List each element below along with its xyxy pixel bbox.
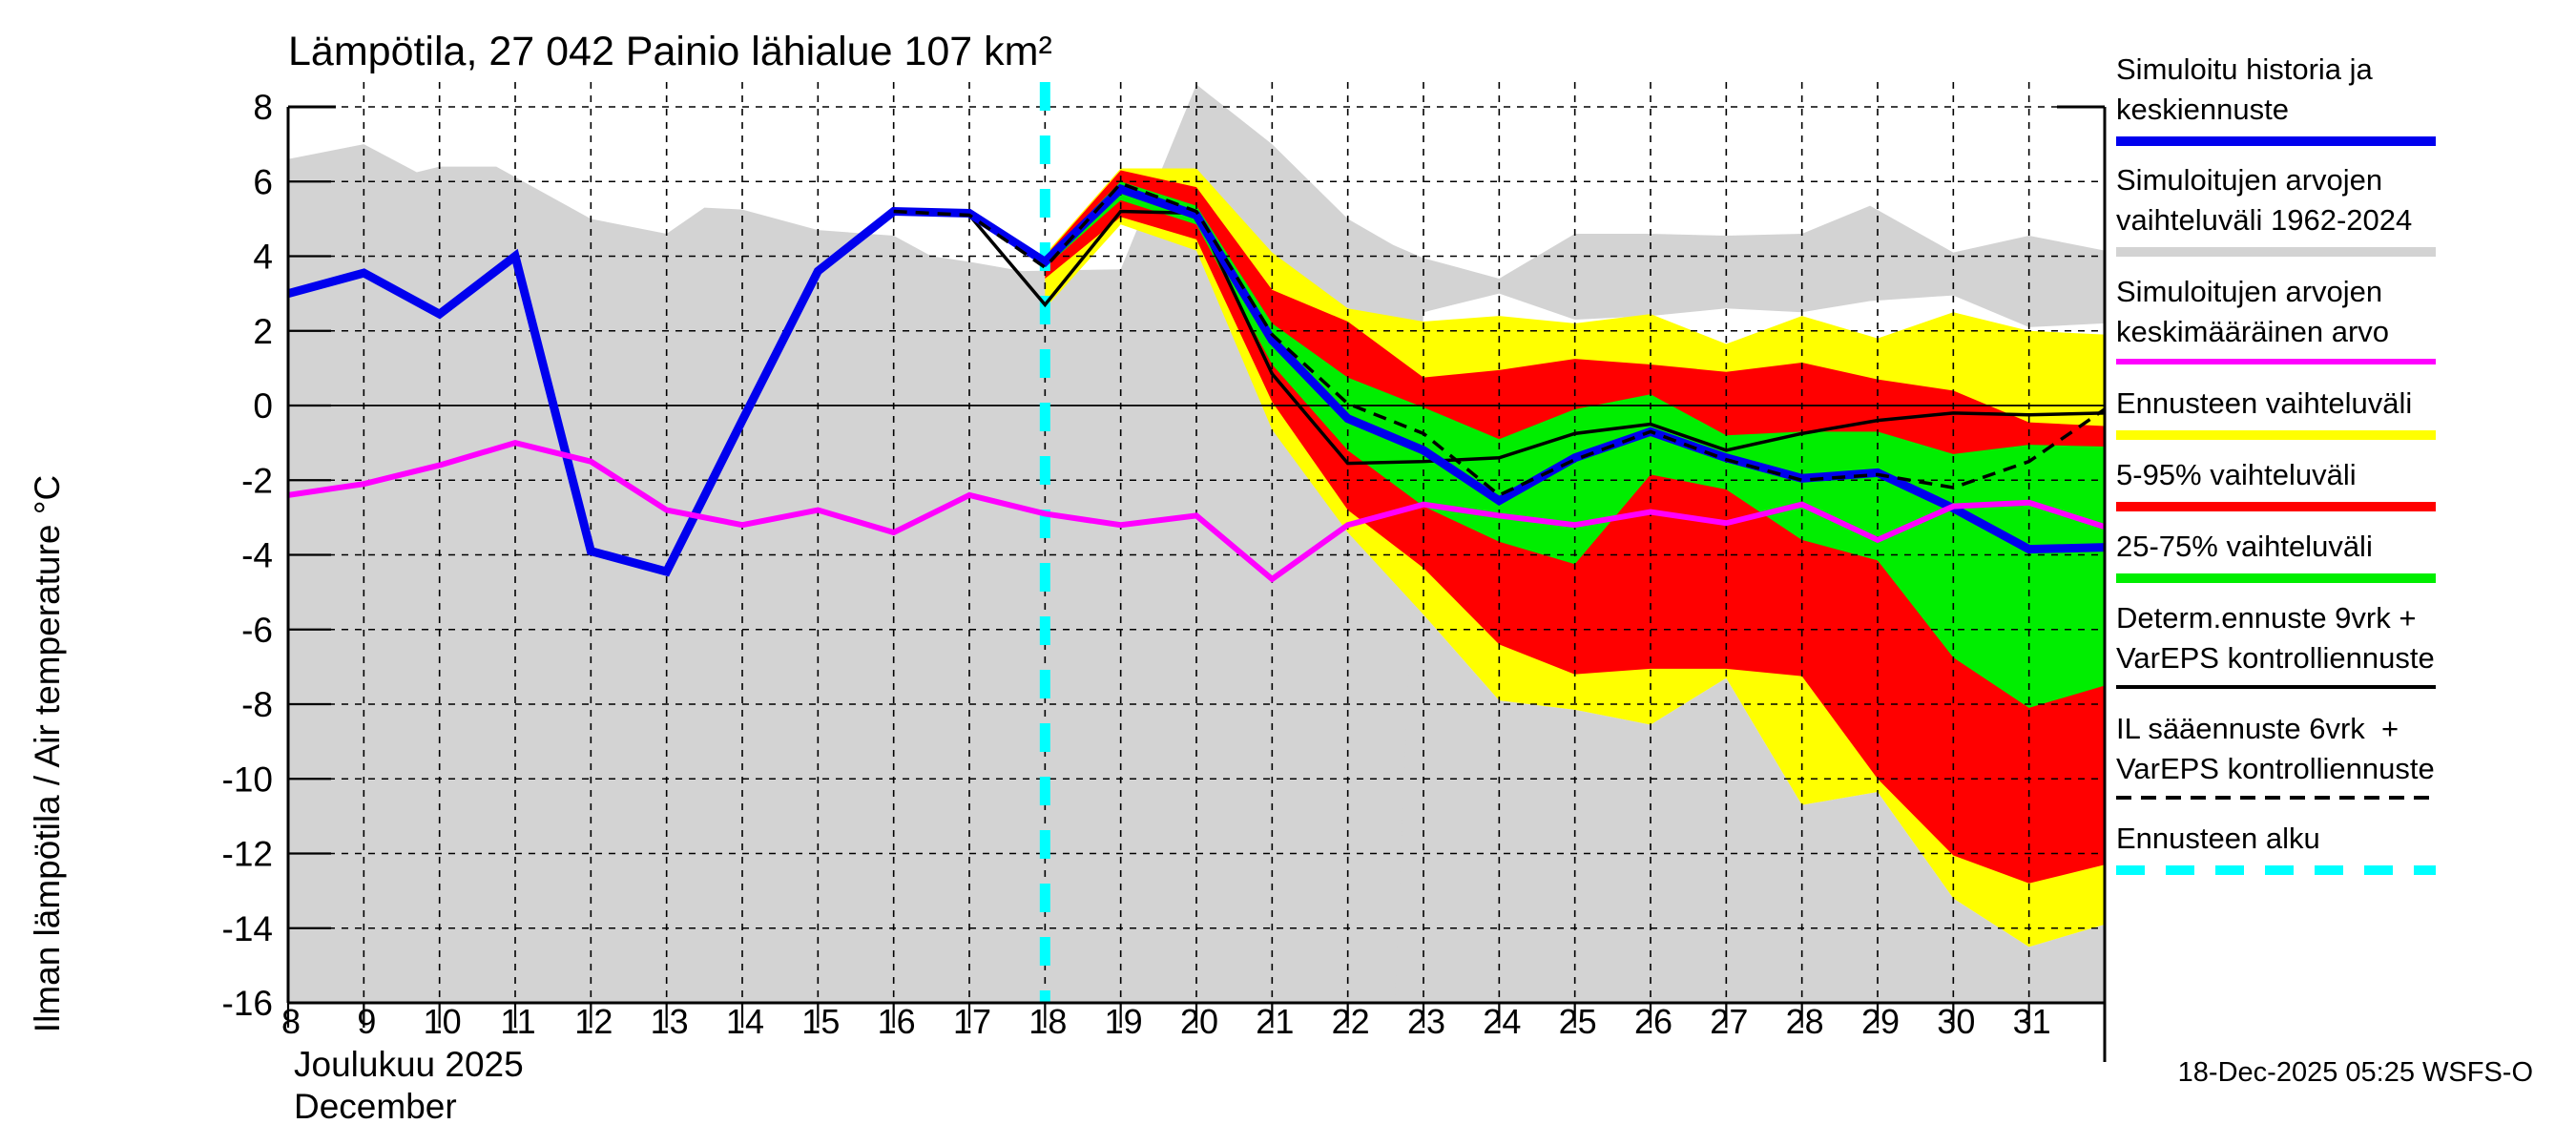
y-tick-label: 8 — [253, 88, 273, 127]
legend-sample-black-line — [2116, 685, 2436, 689]
x-tick-label: 9 — [357, 1002, 376, 1041]
legend-label: Simuloitu historia ja keskiennuste — [2116, 52, 2373, 126]
generation-timestamp: 18-Dec-2025 05:25 WSFS-O — [2177, 1057, 2533, 1088]
band-simulated-range-below-forecast — [1370, 554, 2105, 1003]
x-tick-label: 30 — [1937, 1002, 1975, 1041]
x-tick-label: 17 — [953, 1002, 991, 1041]
line-simulated-history-mean-forecast — [288, 183, 2105, 577]
x-tick-label: 13 — [651, 1002, 689, 1041]
x-tick-label: 11 — [500, 1002, 535, 1041]
y-tick-label: -16 — [222, 984, 273, 1023]
legend-item-5-95: 5-95% vaihteluväli — [2116, 455, 2555, 511]
y-tick-label: -10 — [222, 760, 273, 799]
x-tick-label: 24 — [1483, 1002, 1521, 1041]
y-tick-label: -8 — [241, 685, 273, 724]
legend-label: Simuloitujen arvojen vaihteluväli 1962-2… — [2116, 163, 2413, 237]
legend-label: Ennusteen alku — [2116, 822, 2320, 855]
legend-sample-green-band — [2116, 573, 2436, 583]
legend-item-sim-range: Simuloitujen arvojen vaihteluväli 1962-2… — [2116, 160, 2555, 257]
y-tick-label: 2 — [253, 312, 273, 351]
line-determ-vareps-control — [893, 209, 2105, 466]
x-tick-label: 19 — [1105, 1002, 1143, 1041]
x-tick-label: 22 — [1332, 1002, 1370, 1041]
y-tick-label: -6 — [241, 611, 273, 650]
x-tick-label: 27 — [1710, 1002, 1748, 1041]
x-tick-label: 16 — [878, 1002, 916, 1041]
y-tick-label: -4 — [241, 536, 273, 575]
x-tick-label: 21 — [1256, 1002, 1294, 1041]
legend-sample-black-dashed-line — [2116, 796, 2436, 800]
x-axis-month-en: December — [294, 1087, 457, 1126]
legend-label: 25-75% vaihteluväli — [2116, 530, 2373, 563]
y-tick-label: -2 — [241, 461, 273, 500]
x-tick-label: 20 — [1180, 1002, 1218, 1041]
y-tick-label: -12 — [222, 835, 273, 874]
legend-sample-blue-line — [2116, 136, 2436, 146]
y-tick-label: 6 — [253, 162, 273, 201]
legend-label: Simuloitujen arvojen keskimääräinen arvo — [2116, 275, 2390, 348]
x-tick-label: 23 — [1407, 1002, 1445, 1041]
x-axis-month-fi: Joulukuu 2025 — [294, 1045, 524, 1084]
x-tick-label: 15 — [801, 1002, 840, 1041]
line-simulated-mean-value — [288, 440, 2105, 583]
y-axis-label: Ilman lämpötila / Air temperature °C — [28, 475, 67, 1032]
plot-content — [288, 82, 2105, 1003]
line-il-weather-vareps-control — [893, 181, 2105, 497]
x-tick-label: 10 — [424, 1002, 462, 1041]
x-tick-label: 31 — [2013, 1002, 2051, 1041]
legend-item-determ: Determ.ennuste 9vrk + VarEPS kontrollien… — [2116, 598, 2555, 689]
legend-sample-gray-band — [2116, 247, 2436, 257]
x-tick-label: 28 — [1786, 1002, 1824, 1041]
legend-label: IL sääennuste 6vrk + VarEPS kontrollienn… — [2116, 712, 2435, 785]
legend-label: 5-95% vaihteluväli — [2116, 458, 2357, 491]
legend-sample-yellow-band — [2116, 430, 2436, 440]
legend-label: Ennusteen vaihteluväli — [2116, 386, 2413, 420]
y-tick-label: 4 — [253, 238, 273, 277]
x-tick-label: 12 — [574, 1002, 613, 1041]
legend-item-il-forecast: IL sääennuste 6vrk + VarEPS kontrollienn… — [2116, 709, 2555, 800]
x-tick-label: 14 — [726, 1002, 764, 1041]
legend-item-sim-mean: Simuloitujen arvojen keskimääräinen arvo — [2116, 272, 2555, 364]
legend-label: Determ.ennuste 9vrk + VarEPS kontrollien… — [2116, 601, 2435, 675]
legend-item-history-mean: Simuloitu historia ja keskiennuste — [2116, 50, 2555, 146]
y-tick-label: -14 — [222, 909, 273, 948]
legend-sample-red-band — [2116, 502, 2436, 511]
y-tick-label: 0 — [253, 386, 273, 426]
legend-item-forecast-start: Ennusteen alku — [2116, 819, 2555, 875]
x-tick-label: 29 — [1861, 1002, 1900, 1041]
legend-item-forecast-range: Ennusteen vaihteluväli — [2116, 384, 2555, 440]
legend-item-25-75: 25-75% vaihteluväli — [2116, 527, 2555, 583]
x-tick-label: 18 — [1028, 1002, 1067, 1041]
x-tick-label: 25 — [1559, 1002, 1597, 1041]
legend-sample-cyan-dashed-line — [2116, 865, 2436, 875]
legend-sample-magenta-line — [2116, 359, 2436, 364]
x-tick-label: 26 — [1634, 1002, 1672, 1041]
chart-title: Lämpötila, 27 042 Painio lähialue 107 km… — [288, 29, 1052, 74]
x-tick-label: 8 — [281, 1002, 301, 1041]
